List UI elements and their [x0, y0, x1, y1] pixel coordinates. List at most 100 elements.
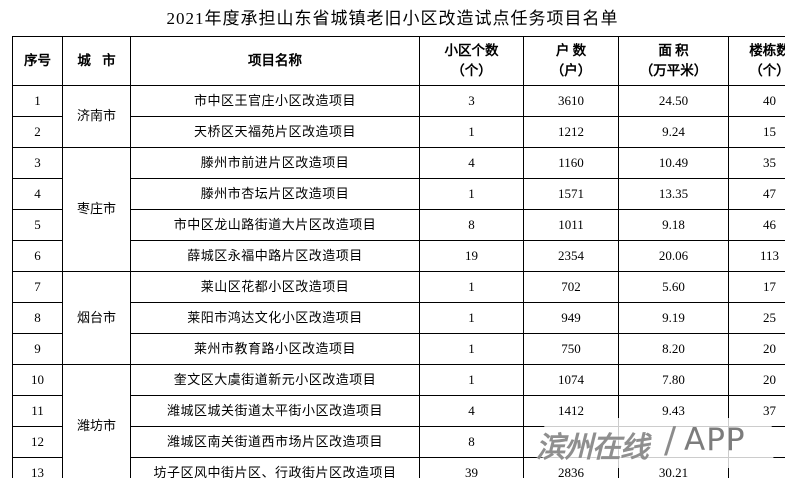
- cell-community-count: 4: [419, 147, 524, 179]
- cell-project-name: 莱山区花都小区改造项目: [130, 271, 420, 303]
- cell-households: 1011: [523, 209, 619, 241]
- cell-community-count: 1: [419, 178, 524, 210]
- table-header-row: 序号 城 市 项目名称 小区个数 （个） 户 数 （户） 面 积 （万平米）: [12, 36, 785, 86]
- cell-households: 2836: [523, 457, 619, 478]
- cell-project-name: 潍城区城关街道太平街小区改造项目: [130, 395, 420, 427]
- column-header-households: 户 数 （户）: [523, 36, 619, 86]
- cell-households: 1074: [523, 364, 619, 396]
- cell-sequence: 13: [12, 457, 63, 478]
- cell-community-count: 8: [419, 209, 524, 241]
- cell-households: 1160: [523, 147, 619, 179]
- column-header-city-label: 城 市: [77, 53, 120, 69]
- column-header-project-name: 项目名称: [130, 36, 420, 86]
- cell-area: 24.50: [618, 85, 729, 117]
- cell-households: 1412: [523, 395, 619, 427]
- cell-project-name: 莱阳市鸿达文化小区改造项目: [130, 302, 420, 334]
- column-header-area: 面 积 （万平米）: [618, 36, 729, 86]
- cell-sequence: 11: [12, 395, 63, 427]
- column-header-community-count: 小区个数 （个）: [419, 36, 524, 86]
- cell-buildings: 20: [728, 333, 785, 365]
- table-row: 3 枣庄市 滕州市前进片区改造项目 4 1160 10.49 35: [12, 147, 785, 272]
- cell-households: 1571: [523, 178, 619, 210]
- column-header-buildings-main: 楼栋数: [749, 43, 785, 59]
- cell-area: 5.60: [618, 271, 729, 303]
- cell-project-name: 市中区王官庄小区改造项目: [130, 85, 420, 117]
- cell-sequence: 12: [12, 426, 63, 458]
- cell-households: 1212: [523, 116, 619, 148]
- cell-project-name: 潍城区南关街道西市场片区改造项目: [130, 426, 420, 458]
- cell-sequence: 5: [12, 209, 63, 241]
- cell-sequence: 7: [12, 271, 63, 303]
- cell-community-count: 1: [419, 302, 524, 334]
- cell-buildings: 35: [728, 147, 785, 179]
- cell-buildings: 20: [728, 364, 785, 396]
- cell-area: 7.80: [618, 364, 729, 396]
- cell-community-count: 1: [419, 271, 524, 303]
- table-header: 序号 城 市 项目名称 小区个数 （个） 户 数 （户） 面 积 （万平米）: [12, 36, 785, 86]
- cell-area: 9.24: [618, 116, 729, 148]
- cell-sequence: 10: [12, 364, 63, 396]
- column-header-buildings: 楼栋数 （个）: [728, 36, 785, 86]
- column-header-community-count-unit: （个）: [451, 63, 492, 78]
- cell-area: 8.20: [618, 333, 729, 365]
- cell-project-name: 滕州市杏坛片区改造项目: [130, 178, 420, 210]
- column-header-households-main: 户 数: [555, 43, 587, 59]
- cell-project-name: 莱州市教育路小区改造项目: [130, 333, 420, 365]
- cell-project-name: 市中区龙山路街道大片区改造项目: [130, 209, 420, 241]
- cell-sequence: 6: [12, 240, 63, 272]
- cell-households: 750: [523, 333, 619, 365]
- column-header-sequence: 序号: [12, 36, 63, 86]
- cell-area: 20.06: [618, 240, 729, 272]
- table-row: 10 潍坊市 奎文区大虞街道新元小区改造项目 1 1074 7.80 20: [12, 364, 785, 478]
- cell-sequence: 8: [12, 302, 63, 334]
- column-header-area-unit: （万平米）: [639, 63, 708, 78]
- cell-households: 2354: [523, 240, 619, 272]
- cell-community-count: 19: [419, 240, 524, 272]
- cell-city: 枣庄市: [62, 147, 131, 272]
- cell-city: 烟台市: [62, 271, 131, 365]
- project-table: 序号 城 市 项目名称 小区个数 （个） 户 数 （户） 面 积 （万平米）: [12, 36, 785, 478]
- cell-buildings: 47: [728, 178, 785, 210]
- cell-buildings: 37: [728, 395, 785, 427]
- cell-community-count: 4: [419, 395, 524, 427]
- cell-sequence: 1: [12, 85, 63, 117]
- cell-area: 10.49: [618, 147, 729, 179]
- cell-households: 702: [523, 271, 619, 303]
- cell-area: 30.21: [618, 457, 729, 478]
- table-body: 1 济南市 市中区王官庄小区改造项目 3 3610 24.50 40 2 天桥区天福苑片区改造项…: [12, 85, 785, 478]
- cell-buildings: 17: [728, 271, 785, 303]
- cell-city: 潍坊市: [62, 364, 131, 478]
- table-row: 11 潍城区城关街道太平街小区改造项目 4 1412 9.43 37: [12, 395, 785, 427]
- cell-sequence: 3: [12, 147, 63, 179]
- table-row: 6 薛城区永福中路片区改造项目 19 2354 20.06 113: [12, 240, 785, 272]
- cell-community-count: 8: [419, 426, 524, 458]
- cell-community-count: 1: [419, 116, 524, 148]
- column-header-area-main: 面 积: [658, 43, 689, 59]
- column-header-buildings-unit: （个）: [749, 63, 785, 78]
- table-row: 4 滕州市杏坛片区改造项目 1 1571 13.35 47: [12, 178, 785, 210]
- cell-project-name: 坊子区风中街片区、行政街片区改造项目: [130, 457, 420, 478]
- cell-area: 9.19: [618, 302, 729, 334]
- cell-buildings: 40: [728, 85, 785, 117]
- cell-buildings: 46: [728, 209, 785, 241]
- column-header-community-count-main: 小区个数: [444, 43, 499, 59]
- cell-community-count: 3: [419, 85, 524, 117]
- cell-area: 9.43: [618, 395, 729, 427]
- cell-buildings: 25: [728, 302, 785, 334]
- project-table-container: 序号 城 市 项目名称 小区个数 （个） 户 数 （户） 面 积 （万平米）: [12, 36, 785, 478]
- cell-buildings: [728, 457, 785, 478]
- cell-project-name: 奎文区大虞街道新元小区改造项目: [130, 364, 420, 396]
- cell-project-name: 薛城区永福中路片区改造项目: [130, 240, 420, 272]
- cell-community-count: 1: [419, 333, 524, 365]
- table-row: 7 烟台市 莱山区花都小区改造项目 1 702 5.60 17: [12, 271, 785, 365]
- cell-community-count: 39: [419, 457, 524, 478]
- cell-sequence: 9: [12, 333, 63, 365]
- cell-households: 949: [523, 302, 619, 334]
- table-row: 2 天桥区天福苑片区改造项目 1 1212 9.24 15: [12, 116, 785, 148]
- cell-project-name: 天桥区天福苑片区改造项目: [130, 116, 420, 148]
- cell-area: [618, 426, 729, 458]
- cell-sequence: 2: [12, 116, 63, 148]
- cell-buildings: [728, 426, 785, 458]
- cell-sequence: 4: [12, 178, 63, 210]
